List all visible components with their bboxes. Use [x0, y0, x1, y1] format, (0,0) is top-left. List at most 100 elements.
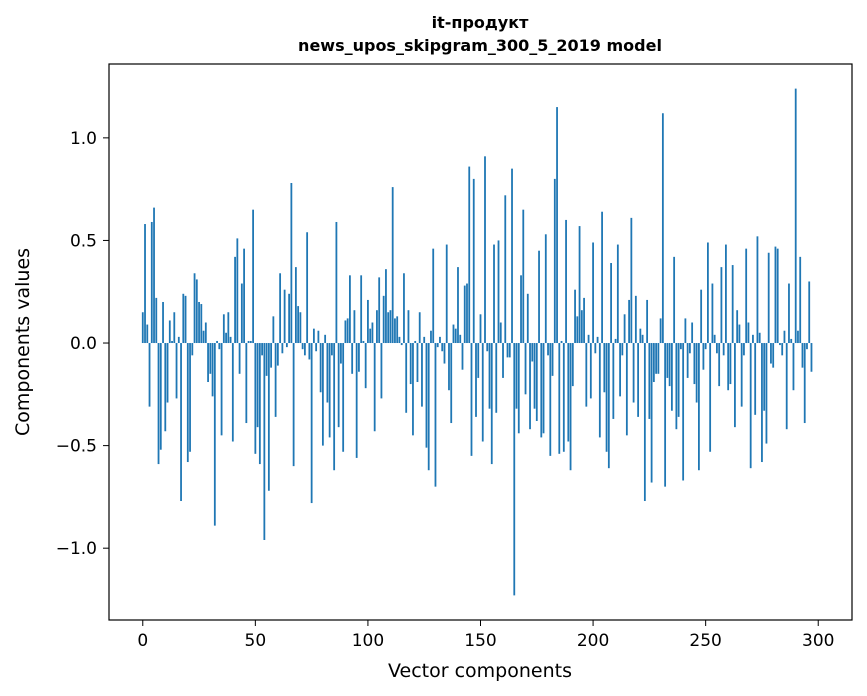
bar-147 — [472, 178, 475, 344]
bar-60 — [276, 343, 279, 366]
bar-273 — [756, 236, 759, 344]
bar-287 — [788, 283, 790, 344]
bar-95 — [355, 343, 358, 458]
bar-48 — [249, 340, 252, 344]
bar-16 — [177, 336, 180, 344]
bar-99 — [364, 343, 367, 389]
bar-91 — [346, 318, 349, 344]
bar-83 — [328, 343, 331, 438]
bar-174 — [533, 343, 536, 409]
x-tick-label: 250 — [689, 631, 721, 651]
bar-42 — [236, 238, 239, 344]
bar-77 — [315, 343, 318, 352]
bar-130 — [434, 343, 437, 487]
bar-258 — [722, 343, 725, 356]
bar-105 — [378, 277, 381, 344]
bar-136 — [448, 343, 450, 391]
bar-137 — [450, 343, 453, 424]
bar-194 — [578, 226, 581, 344]
bar-291 — [797, 330, 799, 344]
bar-296 — [808, 281, 811, 344]
bar-176 — [538, 250, 540, 344]
bar-114 — [398, 336, 401, 344]
bar-161 — [504, 195, 507, 344]
bar-29 — [207, 343, 209, 383]
bar-28 — [204, 322, 207, 344]
bar-189 — [567, 343, 570, 442]
bar-156 — [493, 244, 495, 344]
bar-3 — [148, 343, 151, 407]
bar-215 — [625, 343, 628, 436]
bar-20 — [186, 343, 189, 463]
bar-198 — [587, 334, 590, 344]
bar-188 — [565, 219, 567, 344]
chart-subtitle: news_upos_skipgram_300_5_2019 model — [298, 36, 662, 55]
bar-182 — [551, 343, 554, 376]
bar-243 — [688, 343, 691, 354]
bar-248 — [700, 289, 703, 344]
bar-108 — [385, 269, 387, 344]
bar-261 — [729, 343, 732, 385]
x-tick-label: 100 — [352, 631, 384, 651]
bar-50 — [254, 343, 257, 454]
bar-133 — [441, 343, 444, 352]
bar-202 — [596, 336, 599, 344]
x-tick-label: 300 — [802, 631, 834, 651]
bar-58 — [272, 316, 275, 344]
bar-69 — [297, 306, 300, 344]
bar-67 — [292, 343, 295, 467]
bar-113 — [396, 316, 399, 344]
bar-204 — [601, 211, 603, 344]
bar-150 — [479, 314, 482, 344]
bar-228 — [655, 343, 658, 374]
bar-2 — [146, 324, 149, 344]
bar-52 — [258, 343, 261, 465]
bar-235 — [670, 343, 673, 411]
bar-0 — [141, 312, 144, 344]
bar-145 — [468, 166, 471, 344]
x-tick-label: 150 — [464, 631, 496, 651]
bar-221 — [639, 328, 642, 344]
bar-94 — [353, 310, 356, 344]
bar-139 — [454, 328, 457, 344]
bar-122 — [416, 343, 419, 383]
bar-82 — [326, 343, 329, 403]
bar-101 — [369, 328, 372, 344]
bar-239 — [679, 343, 682, 350]
bar-107 — [382, 295, 385, 344]
bar-142 — [461, 343, 464, 370]
bar-15 — [175, 343, 178, 399]
bar-148 — [475, 343, 477, 417]
bar-192 — [574, 289, 576, 344]
bar-158 — [497, 240, 500, 344]
bar-56 — [267, 343, 270, 491]
bar-163 — [508, 343, 511, 358]
bar-288 — [790, 338, 793, 344]
bar-119 — [409, 343, 412, 385]
bar-24 — [195, 279, 198, 344]
bar-186 — [560, 340, 563, 344]
bar-26 — [200, 304, 203, 344]
bar-132 — [439, 336, 441, 344]
bar-157 — [495, 343, 498, 413]
bar-252 — [709, 343, 712, 452]
bar-23 — [193, 273, 196, 344]
bar-279 — [770, 343, 772, 364]
bar-265 — [738, 324, 741, 344]
bar-97 — [360, 275, 363, 344]
bar-7 — [157, 343, 160, 465]
bar-207 — [607, 343, 610, 469]
bar-227 — [652, 343, 655, 383]
bar-263 — [734, 343, 736, 428]
bar-254 — [713, 334, 716, 344]
bar-126 — [425, 343, 428, 448]
bar-210 — [614, 338, 617, 344]
bar-159 — [499, 322, 502, 344]
bar-226 — [650, 343, 653, 483]
bar-18 — [182, 293, 185, 344]
bar-179 — [544, 234, 547, 344]
bar-154 — [488, 343, 491, 409]
bar-237 — [675, 343, 678, 430]
y-tick-label: 1.0 — [70, 129, 97, 149]
bar-46 — [245, 343, 248, 424]
